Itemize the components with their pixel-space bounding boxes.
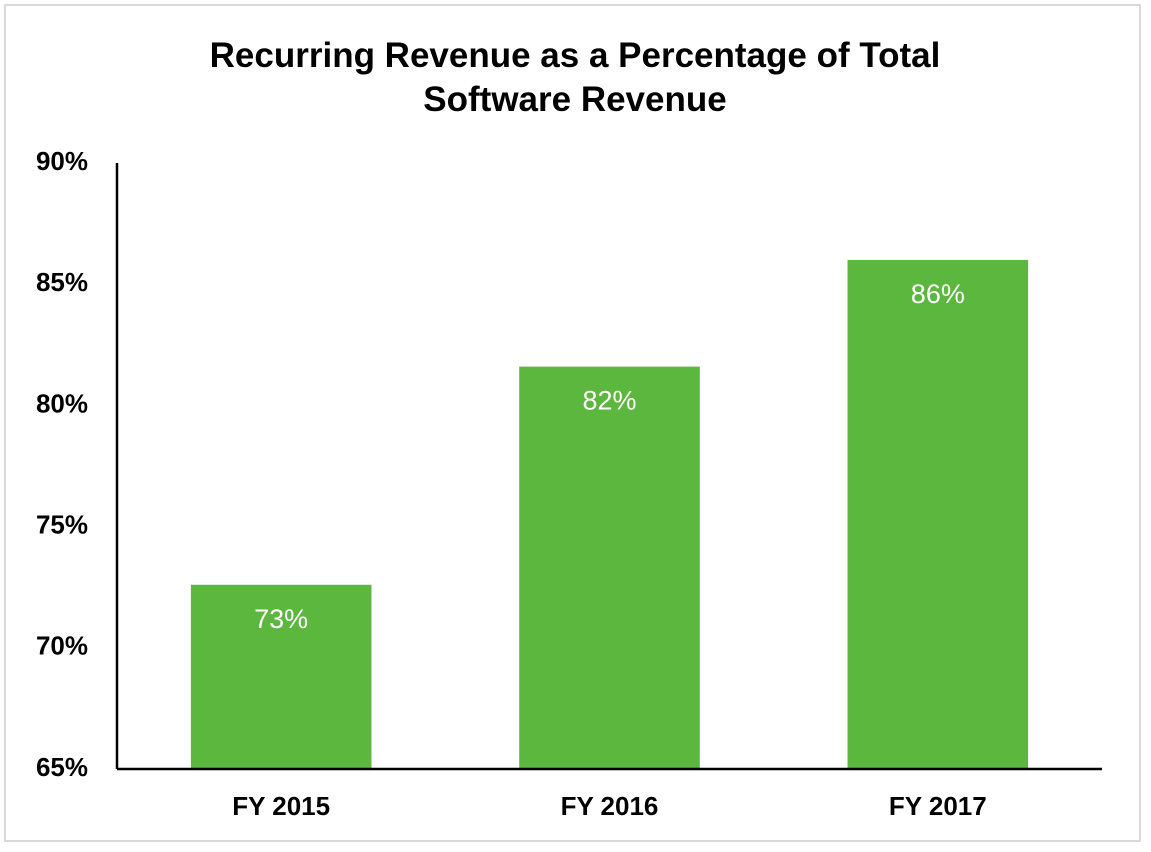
chart-title: Recurring Revenue as a Percentage of Tot… (209, 36, 941, 119)
y-tick-label: 70% (36, 631, 88, 661)
value-label: 82% (582, 386, 636, 416)
y-tick-label: 75% (36, 509, 88, 539)
x-tick-label: FY 2016 (561, 791, 659, 821)
y-tick-label: 85% (36, 267, 88, 297)
chart-frame (4, 4, 1141, 842)
x-tick-label: FY 2015 (232, 791, 330, 821)
y-tick-label: 90% (36, 146, 88, 176)
bar (847, 259, 1029, 769)
x-tick-label: FY 2017 (889, 791, 987, 821)
y-tick-label: 80% (36, 388, 88, 418)
value-label: 86% (911, 279, 965, 309)
y-tick-label: 65% (36, 752, 88, 782)
value-label: 73% (254, 604, 308, 634)
bar (190, 584, 372, 769)
bar (519, 366, 700, 769)
